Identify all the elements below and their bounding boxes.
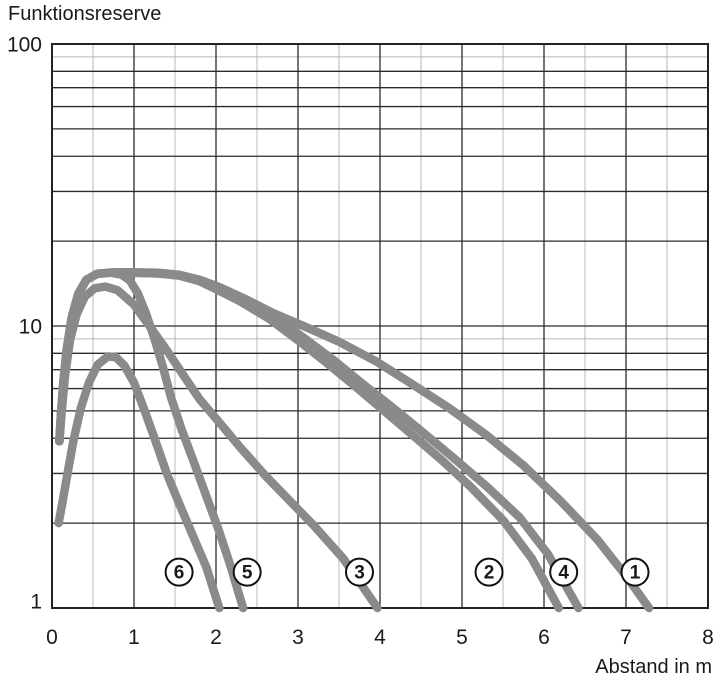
x-tick-label: 2 — [210, 626, 222, 649]
x-tick-label: 4 — [374, 626, 386, 649]
curve-label-circle — [620, 557, 650, 587]
curve-label-circle — [549, 557, 579, 587]
curve-label-number: 1 — [630, 563, 641, 584]
curve-label-circle — [164, 557, 194, 587]
x-tick-label: 3 — [292, 626, 304, 649]
curve-label-number: 3 — [354, 563, 365, 584]
x-tick-label: 1 — [128, 626, 140, 649]
curve-label-4: 4 — [549, 557, 579, 587]
curve-label-3: 3 — [345, 557, 374, 587]
curve-label-2: 2 — [474, 557, 504, 587]
curve-4 — [55, 268, 583, 613]
x-axis-label: Abstand in m — [595, 656, 712, 678]
y-tick-label: 100 — [7, 34, 42, 57]
curve-label-6: 6 — [164, 557, 194, 587]
y-tick-label: 10 — [19, 316, 42, 339]
x-tick-label: 6 — [538, 626, 550, 649]
curve-6 — [54, 352, 224, 613]
curve-label-circle — [474, 557, 504, 587]
curve-label-number: 5 — [242, 563, 253, 584]
curve-5 — [55, 268, 248, 613]
curve-label-1: 1 — [620, 557, 650, 587]
curve-label-circle — [345, 557, 374, 587]
y-tick-label: 1 — [30, 591, 42, 614]
x-tick-label: 8 — [702, 626, 714, 649]
curve-label-number: 4 — [558, 563, 569, 584]
x-tick-label: 0 — [46, 626, 58, 649]
x-tick-label: 5 — [456, 626, 468, 649]
curve-label-number: 2 — [484, 563, 495, 584]
chart-title: Funktionsreserve — [8, 3, 162, 25]
curve-label-5: 5 — [232, 557, 262, 587]
x-tick-label: 7 — [620, 626, 632, 649]
curve-label-number: 6 — [174, 563, 185, 584]
curve-label-circle — [232, 557, 262, 587]
